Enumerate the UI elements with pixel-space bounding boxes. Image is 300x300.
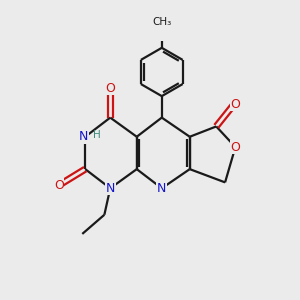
Text: H: H — [92, 130, 100, 140]
Text: O: O — [54, 179, 64, 192]
Text: O: O — [230, 141, 240, 154]
Text: O: O — [105, 82, 115, 95]
Text: N: N — [106, 182, 115, 195]
Text: CH₃: CH₃ — [152, 17, 171, 27]
Text: N: N — [79, 130, 88, 143]
Text: N: N — [157, 182, 167, 195]
Text: O: O — [230, 98, 240, 111]
